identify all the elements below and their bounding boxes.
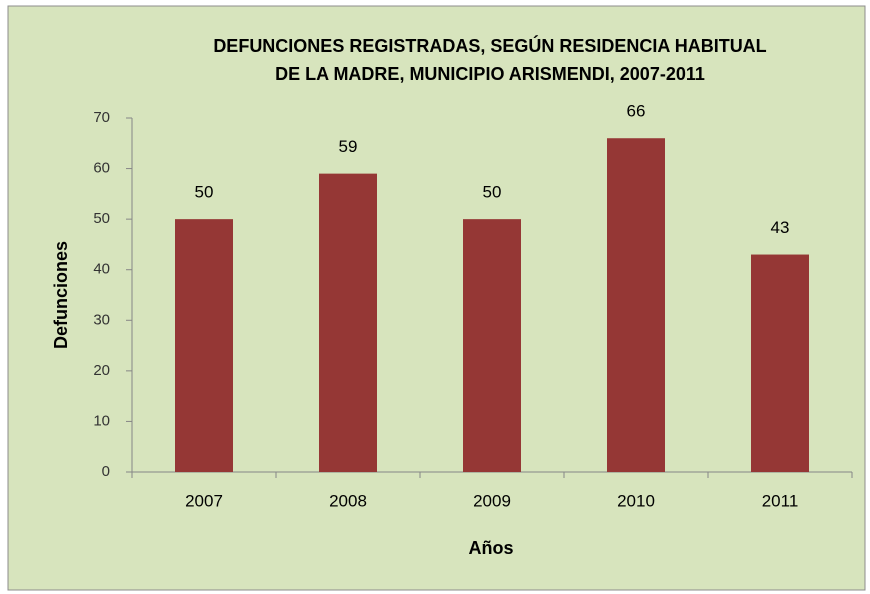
x-tick-label: 2010 xyxy=(617,491,655,510)
y-tick-label: 70 xyxy=(93,109,110,126)
chart-background xyxy=(7,5,866,591)
data-label: 50 xyxy=(195,183,214,202)
y-axis-title: Defunciones xyxy=(51,241,71,349)
y-tick-label: 20 xyxy=(93,362,110,379)
x-tick-label: 2011 xyxy=(762,491,799,510)
bar xyxy=(463,219,521,472)
x-tick-label: 2009 xyxy=(473,491,511,510)
x-tick-label: 2007 xyxy=(185,491,223,510)
bar xyxy=(175,219,233,472)
data-label: 50 xyxy=(483,183,502,202)
y-tick-label: 30 xyxy=(93,311,110,328)
y-tick-label: 50 xyxy=(93,210,110,227)
data-label: 43 xyxy=(771,218,790,237)
data-label: 59 xyxy=(339,137,358,156)
x-tick-label: 2008 xyxy=(329,491,367,510)
y-tick-label: 0 xyxy=(102,463,110,480)
data-label: 66 xyxy=(627,102,646,121)
chart-title-line-2: DE LA MADRE, MUNICIPIO ARISMENDI, 2007-2… xyxy=(275,64,705,84)
bar xyxy=(319,173,377,472)
y-tick-label: 10 xyxy=(93,412,110,429)
bar xyxy=(751,254,809,472)
y-tick-label: 60 xyxy=(93,160,110,177)
y-tick-label: 40 xyxy=(93,261,110,278)
bar xyxy=(607,138,665,472)
x-axis-title: Años xyxy=(469,538,514,558)
chart-title-line-1: DEFUNCIONES REGISTRADAS, SEGÚN RESIDENCI… xyxy=(213,35,766,56)
